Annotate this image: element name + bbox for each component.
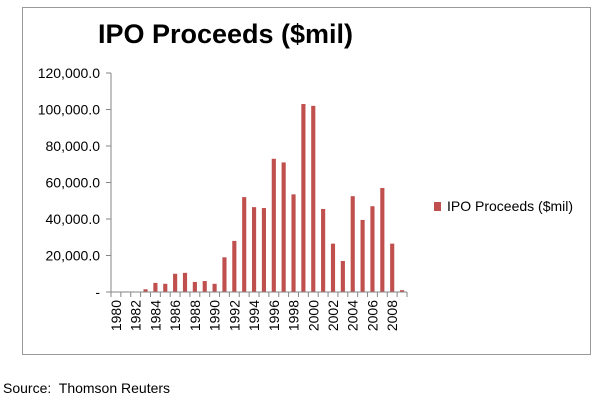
source-note: Source: Thomson Reuters — [3, 380, 171, 396]
y-tick-label: 40,000.0 — [46, 211, 101, 227]
y-tick-label: 20,000.0 — [46, 248, 101, 264]
bar-1994 — [251, 207, 257, 292]
x-tick-label: 1986 — [167, 300, 183, 331]
bar-1989 — [202, 281, 207, 292]
bar-2008 — [390, 243, 395, 292]
y-tick-label: 120,000.0 — [38, 65, 100, 81]
y-tick-label: - — [95, 284, 100, 300]
x-tick-label: 2006 — [364, 300, 380, 331]
chart-frame — [22, 7, 591, 355]
x-tick-label: 2004 — [345, 300, 361, 331]
bar-1997 — [281, 162, 286, 292]
bar-1999 — [301, 104, 306, 292]
bar-2007 — [380, 187, 385, 292]
x-tick-label: 1998 — [286, 300, 302, 331]
bar-1985 — [163, 283, 168, 292]
x-tick-label: 1992 — [226, 300, 242, 331]
bar-1991 — [222, 257, 227, 292]
bar-1984 — [153, 282, 158, 293]
bar-2006 — [370, 206, 375, 292]
bar-2005 — [360, 219, 365, 292]
x-tick-label: 1996 — [266, 300, 282, 331]
bar-2002 — [330, 243, 336, 292]
bar-2003 — [340, 260, 345, 292]
bar-1990 — [212, 283, 217, 292]
x-tick-label: 2008 — [384, 300, 400, 331]
x-tick-label: 1984 — [147, 300, 163, 331]
x-tick-label: 1994 — [246, 300, 262, 331]
bar-2000 — [311, 105, 316, 292]
bar-1996 — [271, 158, 276, 292]
x-tick-label: 2000 — [305, 300, 321, 331]
bar-2001 — [321, 208, 326, 292]
legend-swatch — [434, 201, 441, 211]
bar-1986 — [173, 273, 178, 292]
bar-2004 — [350, 196, 355, 292]
x-tick-label: 1982 — [128, 300, 144, 331]
legend: IPO Proceeds ($mil) — [434, 197, 573, 215]
x-tick-label: 2002 — [325, 300, 341, 331]
bar-1983 — [143, 289, 148, 292]
chart-title: IPO Proceeds ($mil) — [97, 19, 354, 49]
bar-2009 — [399, 290, 405, 292]
bar-1992 — [232, 240, 237, 292]
x-tick-label: 1980 — [108, 300, 124, 331]
bar-1987 — [182, 272, 188, 292]
bar-1998 — [291, 194, 296, 292]
y-tick-label: 80,000.0 — [46, 138, 101, 154]
bar-1988 — [192, 281, 197, 292]
y-tick-label: 60,000.0 — [46, 175, 101, 191]
bar-1995 — [261, 208, 266, 292]
x-tick-label: 1988 — [187, 300, 203, 331]
bar-1993 — [242, 197, 247, 292]
y-tick-label: 100,000.0 — [38, 102, 100, 118]
x-tick-label: 1990 — [207, 300, 223, 331]
legend-label: IPO Proceeds ($mil) — [447, 198, 574, 214]
